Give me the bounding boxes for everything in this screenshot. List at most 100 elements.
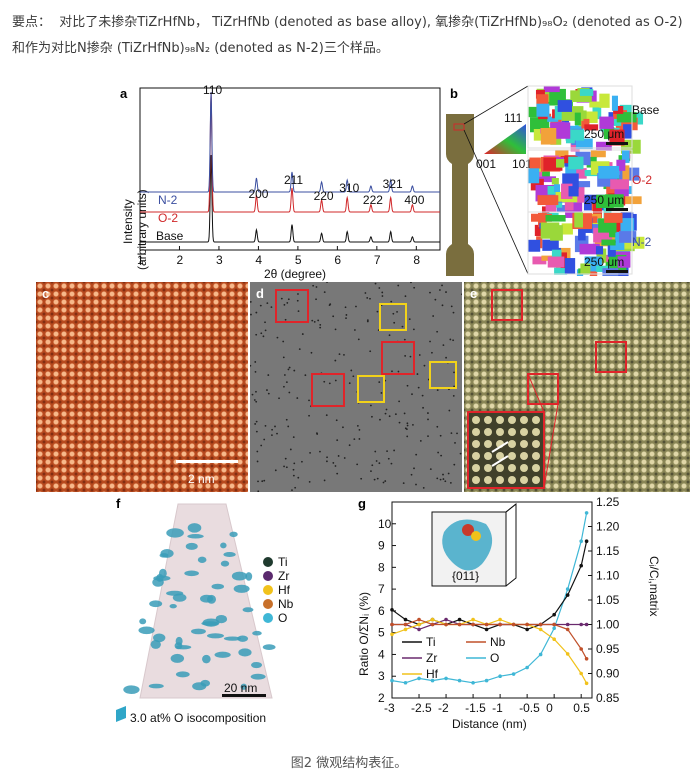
proxigram-x-ticks: -3 -2.5 -2 -1.5 -1 -0.5 0 0.5 (384, 694, 590, 715)
xrd-line-o-2 (140, 91, 440, 213)
xrd-peak-310: 310 (339, 181, 359, 195)
point-o (444, 676, 448, 681)
point-hf (552, 637, 556, 641)
point-o (525, 665, 529, 670)
ytick-right: 1.25 (596, 496, 620, 509)
xrd-xlabel: 2θ (degree) (264, 267, 326, 281)
apt-iso-label: 3.0 at% O isocomposition (130, 711, 266, 725)
xrd-xtick: 8 (413, 253, 420, 267)
point-o (579, 539, 583, 543)
panel-label-d: d (256, 286, 264, 301)
point-nb (457, 622, 462, 627)
point-zr (584, 622, 589, 627)
point-hf (584, 681, 589, 686)
point-nb (525, 622, 529, 627)
ytick-right: 0.90 (596, 667, 620, 681)
point-hf (417, 622, 421, 627)
point-nb (565, 627, 570, 632)
panel-label-b: b (450, 86, 458, 101)
xrd-xtick: 6 (334, 253, 341, 267)
ytick-left: 4 (378, 647, 385, 661)
legend-dot-zr (263, 571, 273, 581)
haadf-image-c: c 2 nm (36, 282, 248, 492)
point-hf (498, 617, 502, 622)
point-zr (565, 622, 570, 627)
point-zr (417, 627, 421, 632)
ytick-left: 5 (378, 626, 385, 640)
isosurface-icon (116, 706, 126, 722)
xrd-series-n2: N-2 (158, 193, 178, 207)
point-hf (538, 627, 543, 632)
point-o (552, 626, 556, 631)
proxigram-ylabel-left: Ratio O/ΣNᵢ (%) (357, 592, 371, 676)
figure-caption: 图2 微观结构表征。 (290, 756, 408, 771)
xrd-line-n-2 (140, 91, 440, 193)
filtered-image-d: d (250, 282, 462, 492)
point-nb (511, 622, 516, 627)
point-hf (565, 652, 570, 656)
ytick-left: 10 (378, 517, 392, 531)
xrd-xtick: 1 (137, 253, 144, 267)
ytick-left: 9 (378, 539, 385, 553)
point-nb (538, 622, 543, 627)
point-ti (565, 593, 570, 597)
xtick: -1 (492, 701, 503, 715)
ytick-right: 0.95 (596, 642, 620, 656)
xtick: -0.5 (519, 701, 540, 715)
point-nb (403, 622, 408, 627)
point-o (565, 587, 570, 591)
legend-dot-hf (263, 585, 273, 595)
ipf-label-001: 001 (476, 157, 496, 171)
proxigram-inset: {011} (431, 502, 517, 587)
point-nb (579, 647, 583, 651)
point-ti (579, 563, 583, 568)
panel-label-g: g (358, 496, 366, 511)
point-o (457, 678, 462, 683)
point-o (430, 678, 435, 683)
ebsd-map-2 (527, 211, 645, 276)
ebsd-map-1 (527, 149, 642, 222)
legend-hf: Hf (426, 667, 439, 681)
xtick: 0 (546, 701, 553, 715)
xrd-patterns (140, 91, 440, 243)
scale-text-c: 2 nm (188, 472, 215, 486)
xtick: -2 (438, 701, 449, 715)
xrd-xtick: 7 (374, 253, 381, 267)
point-o (511, 672, 516, 676)
legend-zr: Zr (426, 651, 437, 665)
xrd-xtick: 4 (255, 253, 262, 267)
panel-label-a: a (120, 86, 128, 101)
point-o (403, 680, 408, 685)
ebsd-label-base: Base (632, 103, 660, 117)
point-o (390, 678, 394, 683)
point-hf (430, 617, 435, 622)
proxigram-xlabel: Distance (nm) (452, 717, 527, 731)
scale-bar-c (176, 460, 238, 463)
xrd-xtick: 5 (295, 253, 302, 267)
xtick: -2.5 (411, 701, 432, 715)
xrd-xtick: 2 (176, 253, 183, 267)
ytick-left: 7 (378, 582, 385, 596)
point-o (584, 511, 589, 515)
xrd-ylabel-1: Intensity (121, 199, 135, 244)
ytick-right: 1.05 (596, 593, 620, 607)
proxigram-legend: Ti Nb Zr O Hf (402, 635, 506, 681)
xrd-peak-321: 321 (383, 177, 403, 191)
legend-o: O (490, 651, 499, 665)
legend-label-ti: Ti (278, 555, 288, 569)
xrd-peak-211: 211 (284, 173, 303, 187)
point-ti (484, 627, 489, 632)
ebsd-scale-o2: 250 μm (584, 193, 624, 207)
ytick-left: 8 (378, 560, 385, 574)
point-hf (471, 617, 475, 622)
legend-label-o: O (278, 611, 287, 625)
ytick-right: 1.10 (596, 569, 620, 583)
intro-text: 对比了未掺杂TiZrHfNb， TiZrHfNb (denoted as bas… (12, 15, 683, 56)
proxigram-right-ticks: 0.85 0.90 0.95 1.00 1.05 1.10 1.15 1.20 1.25 (588, 496, 620, 705)
xrd-xticks: 1 2 3 4 5 6 7 8 (137, 246, 420, 267)
point-o (484, 678, 489, 683)
legend-label-nb: Nb (278, 597, 294, 611)
